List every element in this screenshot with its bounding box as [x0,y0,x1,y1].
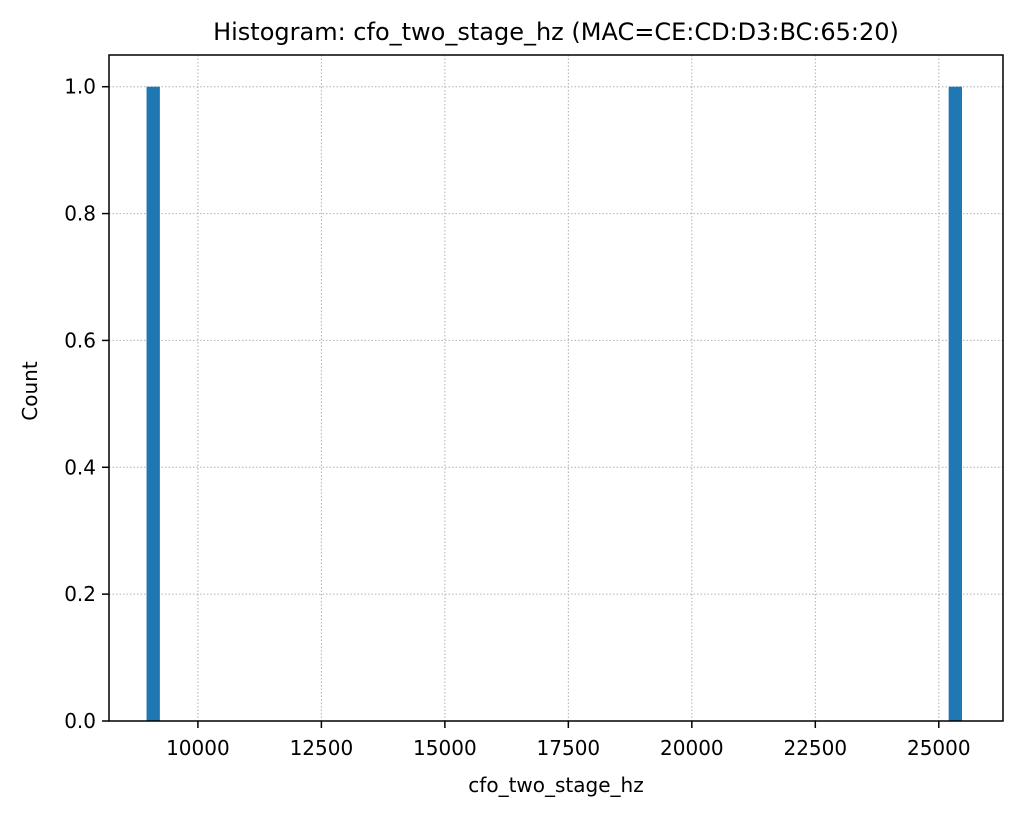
x-axis-ticks: 10000 12500 15000 17500 20000 22500 25000 [166,721,971,760]
x-tick-label: 15000 [413,736,477,760]
grid-lines [109,55,1003,722]
y-axis-ticks: 0.0 0.2 0.4 0.6 0.8 1.0 [64,75,109,733]
x-axis-label: cfo_two_stage_hz [468,773,643,797]
x-tick-label: 12500 [290,736,354,760]
y-tick-label: 0.0 [64,709,96,733]
histogram-bar [948,86,963,721]
histogram-bar [146,86,160,721]
y-tick-label: 0.6 [64,328,96,352]
x-tick-label: 20000 [660,736,724,760]
x-tick-label: 25000 [907,736,971,760]
axes-frame [108,54,1004,722]
y-tick-label: 0.8 [64,202,96,226]
y-tick-label: 0.2 [64,582,96,606]
y-tick-label: 1.0 [64,75,96,99]
x-tick-label: 17500 [537,736,601,760]
x-tick-label: 10000 [166,736,230,760]
chart-title: Histogram: cfo_two_stage_hz (MAC=CE:CD:D… [213,18,899,46]
y-axis-label: Count [18,361,42,421]
histogram-bars [146,86,963,721]
x-tick-label: 22500 [783,736,847,760]
y-tick-label: 0.4 [64,455,96,479]
